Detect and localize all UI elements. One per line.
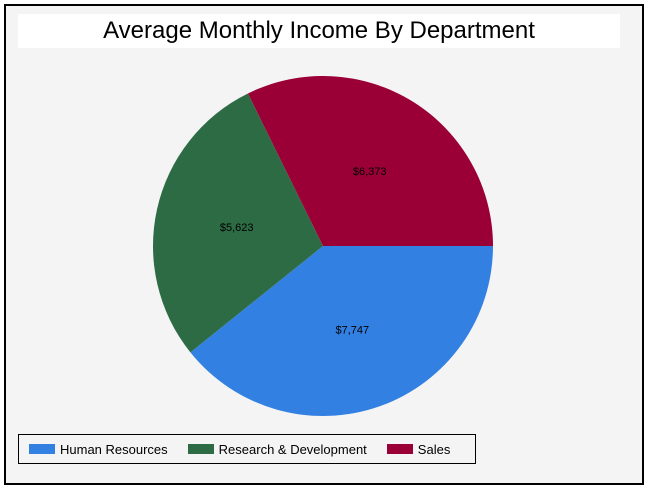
legend-label-hr: Human Resources	[60, 441, 168, 457]
slice-hr-value-label: $7,747	[335, 324, 369, 336]
legend-swatch-sales	[386, 444, 413, 454]
chart-title-box: Average Monthly Income By Department	[18, 14, 620, 48]
chart-legend: Human Resources Research & Development S…	[18, 434, 476, 464]
slice-rd-value-label: $5,623	[220, 222, 254, 234]
legend-item-sales[interactable]: Sales	[386, 441, 451, 457]
legend-swatch-hr	[29, 444, 55, 454]
legend-item-hr[interactable]: Human Resources	[29, 442, 168, 457]
legend-item-rd[interactable]: Research & Development	[187, 441, 367, 457]
legend-swatch-rd	[187, 444, 214, 454]
slice-rd[interactable]	[153, 93, 323, 353]
slice-sales-value-label: $6,373	[353, 166, 387, 178]
legend-label-rd: Research & Development	[218, 441, 367, 457]
slice-sales[interactable]	[247, 76, 493, 247]
chart-title: Average Monthly Income By Department	[103, 17, 535, 44]
legend-label-sales: Sales	[417, 441, 451, 457]
slice-hr[interactable]	[190, 246, 493, 416]
